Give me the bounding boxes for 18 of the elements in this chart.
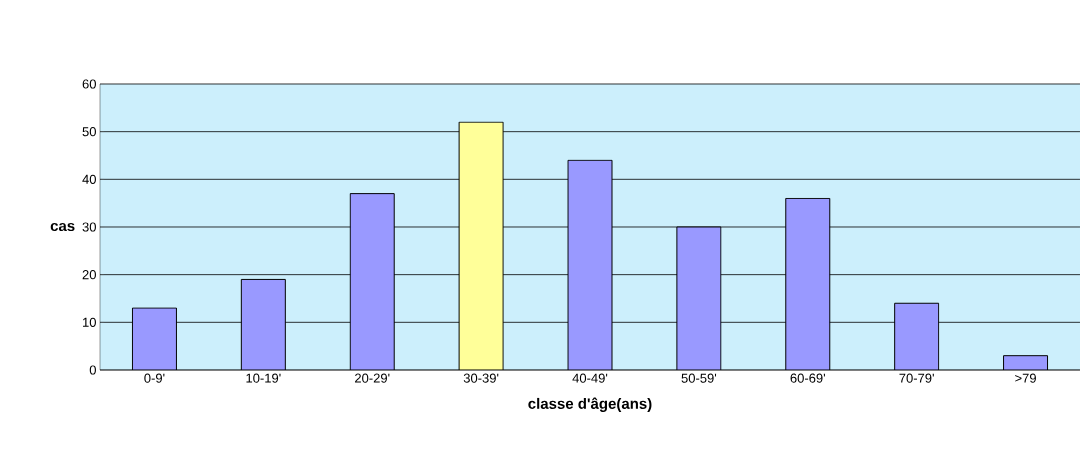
y-tick-label: 10 (83, 317, 96, 327)
y-tick-label: 30 (82, 222, 96, 232)
x-axis-title: classe d'âge(ans) (528, 397, 652, 412)
x-tick-label: 20-29' (355, 373, 390, 383)
y-tick-label: 60 (82, 79, 96, 89)
x-tick-label: 60-69' (790, 373, 825, 383)
x-tick-label: 70-79' (899, 373, 934, 383)
y-tick-label: 50 (82, 127, 96, 137)
y-tick-label: 0 (89, 365, 96, 375)
x-tick-label: 40-49' (572, 373, 608, 383)
x-tick-label: 0-9' (144, 373, 165, 383)
x-tick-label: 30-39' (463, 373, 499, 383)
x-tick-label: >79 (1015, 373, 1036, 383)
y-tick-label: 20 (82, 270, 96, 280)
y-axis-title: cas (50, 222, 75, 232)
x-tick-label: 10-19' (246, 373, 281, 383)
y-tick-label: 40 (82, 174, 96, 184)
x-tick-label: 50-59' (681, 373, 717, 383)
